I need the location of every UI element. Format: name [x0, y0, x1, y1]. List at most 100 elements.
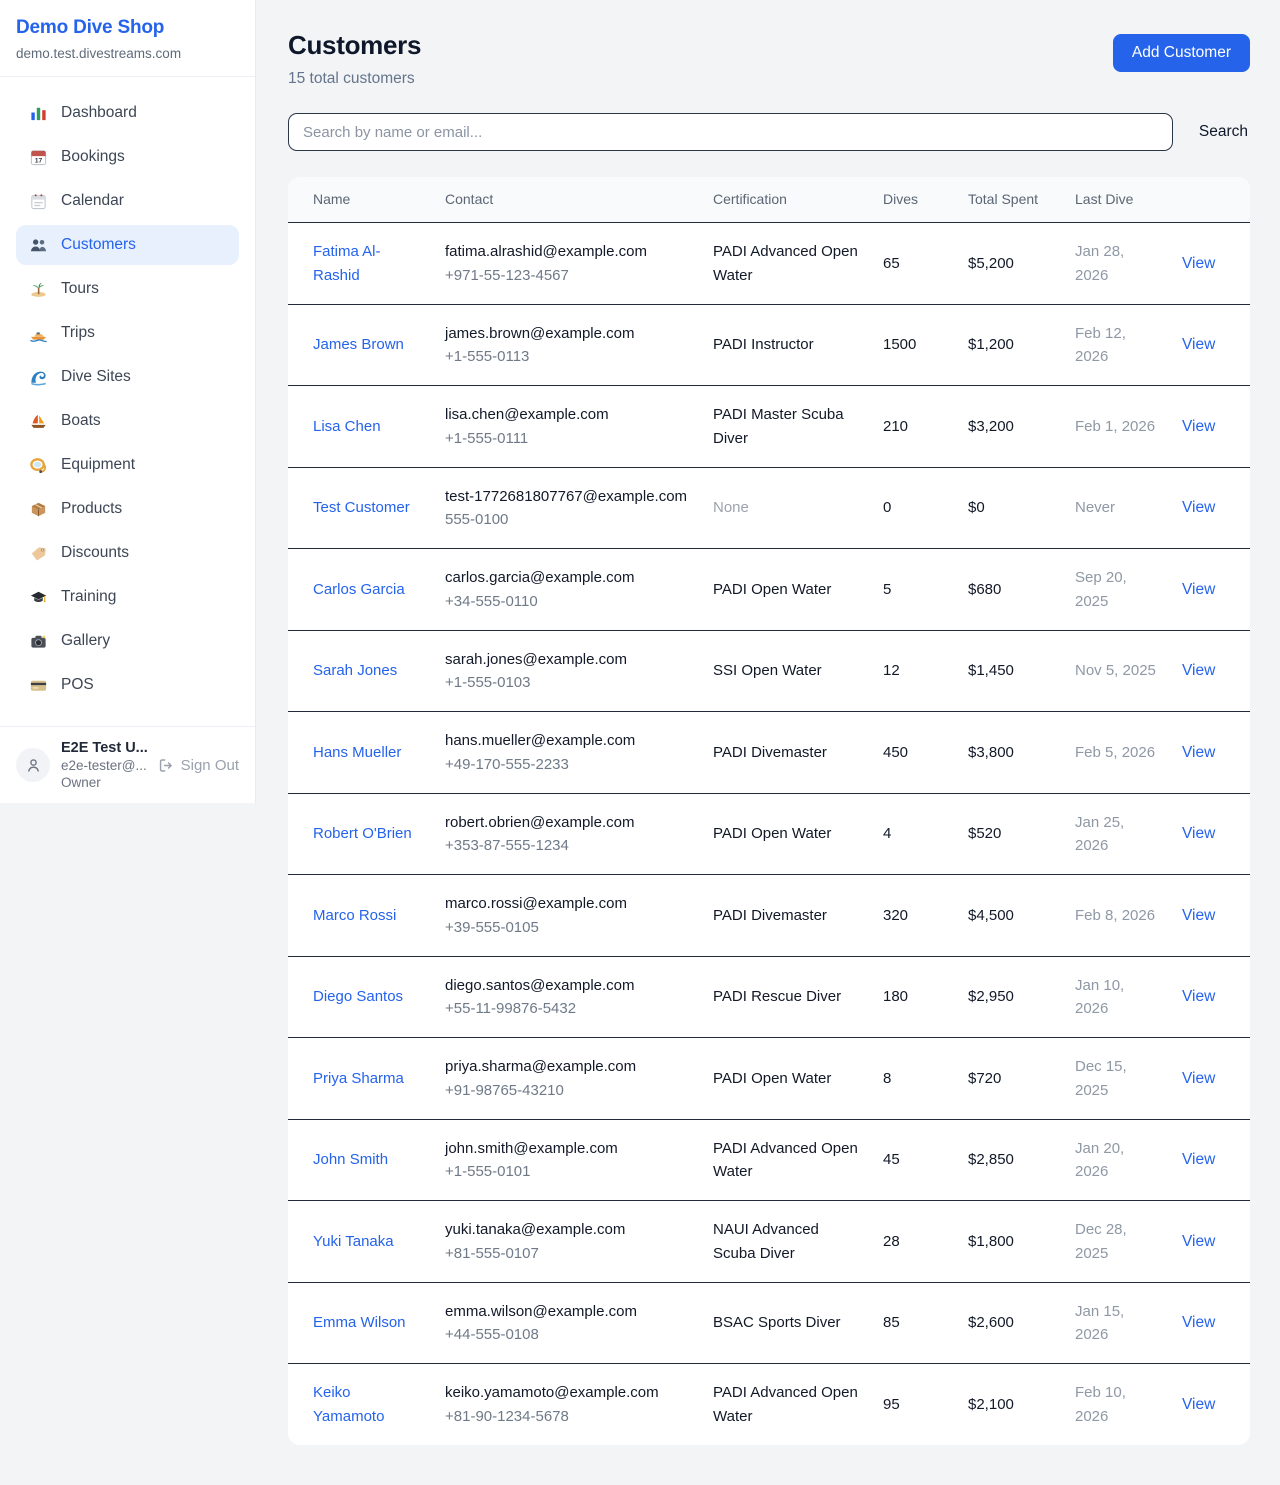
- sidebar-item-trips[interactable]: Trips: [16, 313, 239, 353]
- customer-name-link[interactable]: Marco Rossi: [313, 906, 397, 924]
- customer-certification: PADI Open Water: [713, 1069, 832, 1087]
- add-customer-button[interactable]: Add Customer: [1112, 34, 1250, 72]
- sidebar-item-dive-sites[interactable]: Dive Sites: [16, 357, 239, 397]
- customer-certification: PADI Divemaster: [713, 743, 827, 761]
- sidebar-item-calendar[interactable]: Calendar: [16, 181, 239, 221]
- customer-name-link[interactable]: Carlos Garcia: [313, 580, 405, 598]
- customer-name-link[interactable]: Robert O'Brien: [313, 825, 412, 843]
- view-customer-link[interactable]: View: [1182, 1069, 1216, 1087]
- view-customer-link[interactable]: View: [1182, 254, 1216, 272]
- sidebar-item-label: Discounts: [61, 544, 130, 561]
- table-row: Fatima Al-Rashid fatima.alrashid@example…: [288, 222, 1250, 305]
- view-customer-link[interactable]: View: [1182, 1232, 1216, 1250]
- table-row: Hans Mueller hans.mueller@example.com +4…: [288, 711, 1250, 794]
- table-row: James Brown james.brown@example.com +1-5…: [288, 304, 1250, 387]
- sidebar-item-equipment[interactable]: Equipment: [16, 445, 239, 485]
- customer-email: sarah.jones@example.com: [445, 650, 627, 668]
- view-customer-link[interactable]: View: [1182, 743, 1216, 761]
- view-customer-link[interactable]: View: [1182, 499, 1216, 517]
- sidebar-item-products[interactable]: Products: [16, 489, 239, 529]
- sidebar-item-label: Dashboard: [61, 104, 137, 121]
- customer-name-link[interactable]: Diego Santos: [313, 988, 404, 1006]
- customer-phone: +91-98765-43210: [445, 1081, 564, 1099]
- search-button[interactable]: Search: [1197, 115, 1250, 149]
- sidebar-item-boats[interactable]: Boats: [16, 401, 239, 441]
- table-row: John Smith john.smith@example.com +1-555…: [288, 1119, 1250, 1202]
- customer-dives: 1500: [883, 336, 917, 354]
- pos-icon: [28, 675, 48, 695]
- customer-name-link[interactable]: Lisa Chen: [313, 417, 381, 435]
- sidebar-item-label: Equipment: [61, 456, 136, 473]
- view-customer-link[interactable]: View: [1182, 1314, 1216, 1332]
- customer-name-link[interactable]: John Smith: [313, 1151, 389, 1169]
- customer-last-dive: Nov 5, 2025: [1075, 662, 1156, 680]
- sidebar-item-label: Boats: [61, 412, 101, 429]
- sidebar-item-discounts[interactable]: Discounts: [16, 533, 239, 573]
- view-customer-link[interactable]: View: [1182, 336, 1216, 354]
- trips-icon: [28, 323, 48, 343]
- customer-name-link[interactable]: Hans Mueller: [313, 743, 402, 761]
- customer-total-spent: $680: [968, 580, 1002, 598]
- col-header-actions: [1170, 177, 1250, 224]
- view-customer-link[interactable]: View: [1182, 417, 1216, 435]
- customer-dives: 5: [883, 580, 892, 598]
- customer-name-link[interactable]: Priya Sharma: [313, 1069, 404, 1087]
- sidebar-item-training[interactable]: Training: [16, 577, 239, 617]
- customer-dives: 45: [883, 1151, 900, 1169]
- customer-dives: 95: [883, 1395, 900, 1413]
- customer-last-dive: Feb 12, 2026: [1075, 324, 1126, 366]
- user-icon: [27, 758, 39, 772]
- customers-table: Name Contact Certification Dives Total S…: [288, 177, 1250, 1445]
- page-header: Customers 15 total customers Add Custome…: [288, 30, 1250, 88]
- table-row: Priya Sharma priya.sharma@example.com +9…: [288, 1037, 1250, 1120]
- customer-last-dive: Never: [1075, 499, 1116, 517]
- customer-name-link[interactable]: Fatima Al-Rashid: [313, 243, 381, 284]
- sidebar-item-bookings[interactable]: 17 Bookings: [16, 137, 239, 177]
- customer-name-link[interactable]: Sarah Jones: [313, 662, 398, 680]
- view-customer-link[interactable]: View: [1182, 825, 1216, 843]
- customer-email: robert.obrien@example.com: [445, 813, 635, 831]
- boats-icon: [28, 411, 48, 431]
- brand: Demo Dive Shop demo.test.divestreams.com: [0, 0, 255, 77]
- customer-email: john.smith@example.com: [445, 1139, 618, 1157]
- view-customer-link[interactable]: View: [1182, 580, 1216, 598]
- sidebar-item-dashboard[interactable]: Dashboard: [16, 93, 239, 133]
- customer-last-dive: Feb 10, 2026: [1075, 1384, 1126, 1425]
- customer-total-spent: $1,200: [968, 336, 1014, 354]
- customer-dives: 180: [883, 988, 909, 1006]
- sidebar-item-label: Calendar: [61, 192, 124, 209]
- view-customer-link[interactable]: View: [1182, 1395, 1216, 1413]
- sidebar-item-label: Bookings: [61, 148, 125, 165]
- customer-dives: 65: [883, 254, 900, 272]
- view-customer-link[interactable]: View: [1182, 988, 1216, 1006]
- customer-phone: +81-555-0107: [445, 1244, 539, 1262]
- customer-name-link[interactable]: Emma Wilson: [313, 1314, 406, 1332]
- search-input[interactable]: [288, 113, 1173, 151]
- sidebar-item-tours[interactable]: Tours: [16, 269, 239, 309]
- customer-certification: PADI Advanced Open Water: [713, 243, 858, 284]
- customer-name-link[interactable]: Yuki Tanaka: [313, 1232, 394, 1250]
- sidebar-item-gallery[interactable]: Gallery: [16, 621, 239, 661]
- customer-total-spent: $2,850: [968, 1151, 1014, 1169]
- col-header-total-spent: Total Spent: [956, 177, 1063, 224]
- view-customer-link[interactable]: View: [1182, 662, 1216, 680]
- sidebar-item-label: Gallery: [61, 632, 111, 649]
- customer-last-dive: Sep 20, 2025: [1075, 569, 1127, 610]
- sidebar-item-customers[interactable]: Customers: [16, 225, 239, 265]
- customer-phone: +55-11-99876-5432: [445, 1000, 577, 1018]
- equipment-icon: [28, 455, 48, 475]
- customer-phone: 555-0100: [445, 511, 509, 529]
- col-header-name: Name: [288, 177, 433, 224]
- sidebar-item-pos[interactable]: POS: [16, 665, 239, 705]
- customer-total-spent: $2,950: [968, 988, 1014, 1006]
- customer-name-link[interactable]: James Brown: [313, 336, 404, 354]
- sidebar-item-label: Tours: [61, 280, 99, 297]
- customer-name-link[interactable]: Keiko Yamamoto: [313, 1384, 385, 1425]
- sign-out-button[interactable]: Sign Out: [157, 757, 239, 774]
- view-customer-link[interactable]: View: [1182, 1151, 1216, 1169]
- customer-name-link[interactable]: Test Customer: [313, 499, 410, 517]
- sidebar-item-label: Products: [61, 500, 123, 517]
- sign-out-label: Sign Out: [180, 756, 239, 774]
- view-customer-link[interactable]: View: [1182, 906, 1216, 924]
- svg-text:17: 17: [34, 157, 42, 164]
